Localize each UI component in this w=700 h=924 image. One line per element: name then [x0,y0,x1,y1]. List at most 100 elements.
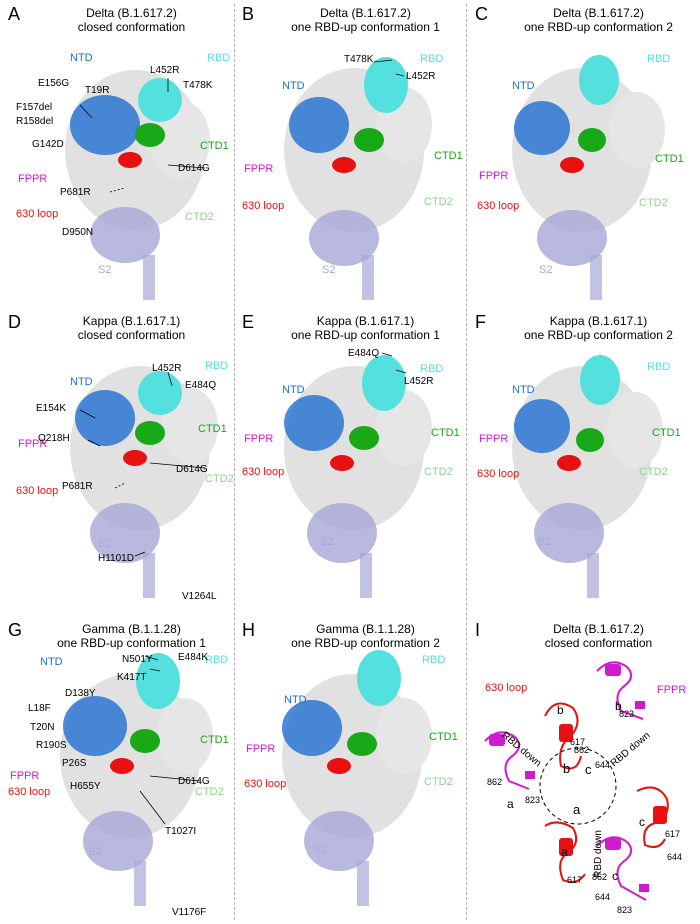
mutation-label: T478K [183,80,213,91]
panel-title: Gamma (B.1.1.28) one RBD-up conformation … [57,622,206,650]
panel-letter: H [242,620,255,640]
column-divider-left [234,4,235,920]
chain-label-center: a [573,802,581,817]
chain-label: b [615,699,622,713]
mutation-label: D614G [178,163,210,174]
label-ctd2: CTD2 [639,466,668,478]
label-630-loop: 630 loop [16,208,59,220]
label-rbd: RBD [207,52,231,64]
residue-number: 644 [667,852,683,862]
label-ntd: NTD [512,80,535,92]
fppr-630-loop-schematic [484,661,669,901]
mutation-label: P26S [62,758,87,769]
label-rbd: RBD [647,361,671,373]
mutation-label: E484K [178,652,209,663]
panel-i: I Delta (B.1.617.2) closed conformation 6… [467,616,700,924]
label-630-loop: 630 loop [244,778,287,790]
mutation-label: E156G [38,78,70,89]
label-s2: S2 [320,536,334,548]
label-s2: S2 [314,844,328,856]
panel-title: Kappa (B.1.617.1) one RBD-up conformation… [291,314,440,342]
mutation-label: L452R [152,363,182,374]
panel-letter: A [8,4,21,24]
label-fppr: FPPR [657,684,687,696]
label-630-loop: 630 loop [485,682,528,694]
label-rbd: RBD [422,654,446,666]
residue-number: 617 [567,875,583,885]
label-ctd1: CTD1 [652,427,681,439]
column-divider-right [466,4,467,920]
chain-label-center: c [585,762,592,777]
residue-number: 862 [574,745,590,755]
label-fppr: FPPR [18,173,48,185]
mutation-label: E484Q [348,348,380,359]
mutation-label: L452R [404,376,434,387]
mutation-label: L18F [28,703,51,714]
label-ntd: NTD [282,384,305,396]
chain-label-center: b [563,761,571,776]
residue-number: 862 [592,872,608,882]
mutation-label: D950N [62,227,94,238]
mutation-label: T478K [344,54,374,65]
label-630-loop: 630 loop [16,485,59,497]
label-rbd: RBD [420,363,444,375]
spike-structure-b [284,57,432,300]
mutation-label: H655Y [70,781,101,792]
label-s2: S2 [88,846,102,858]
mutation-label: E484Q [185,380,217,391]
label-s2: S2 [322,264,336,276]
mutation-label: L452R [150,65,180,76]
label-ctd1: CTD1 [655,153,684,165]
label-fppr: FPPR [244,433,274,445]
label-630-loop: 630 loop [477,468,520,480]
label-rbd: RBD [420,53,444,65]
label-ctd1: CTD1 [431,427,460,439]
mutation-label: D138Y [65,688,96,699]
panel-letter: F [475,312,486,332]
panel-title: Delta (B.1.617.2) one RBD-up conformation… [291,6,440,34]
panel-f: F Kappa (B.1.617.1) one RBD-up conformati… [467,308,700,616]
panel-letter: B [242,4,255,24]
label-s2: S2 [539,264,553,276]
spike-structure-h [282,650,432,906]
label-rbd: RBD [205,654,229,666]
panel-c: C Delta (B.1.617.2) one RBD-up conformati… [467,0,700,308]
residue-number: 862 [487,777,503,787]
residue-number: 617 [665,829,681,839]
chain-label: b [557,703,564,717]
residue-number: 617 [570,737,586,747]
label-ctd2: CTD2 [639,197,668,209]
mutation-label: T20N [30,722,55,733]
label-ctd1: CTD1 [200,140,229,152]
panel-d: D Kappa (B.1.617.1) closed conformation N… [0,308,234,616]
residue-number: 823 [525,795,541,805]
panel-title: Delta (B.1.617.2) one RBD-up conformation… [524,6,673,34]
panel-title: Gamma (B.1.1.28) one RBD-up conformation … [291,622,440,650]
mutation-label: D614G [178,776,210,787]
panel-letter: I [475,620,481,640]
label-s2: S2 [98,264,112,276]
panel-title: Delta (B.1.617.2) closed conformation [544,622,653,650]
spike-structure-e [284,352,432,598]
label-fppr: FPPR [10,770,40,782]
label-ctd1: CTD1 [429,731,458,743]
mutation-label: N501Y [122,654,153,665]
mutation-label: R158del [16,116,54,127]
panel-title: Kappa (B.1.617.1) closed conformation [77,314,186,342]
label-ctd2: CTD2 [424,776,453,788]
residue-number: 644 [595,760,611,770]
label-rbd: RBD [205,360,229,372]
spike-structure-d [70,366,218,598]
residue-number: 823 [619,709,635,719]
chain-label: c [612,869,618,883]
mutation-label: P681R [60,187,91,198]
label-s2: S2 [537,536,551,548]
label-ntd: NTD [512,384,535,396]
label-ntd: NTD [70,376,93,388]
panel-letter: E [242,312,255,332]
spike-structure-c [512,55,665,300]
mutation-label: Q218H [38,433,70,444]
label-ctd2: CTD2 [205,473,234,485]
label-fppr: FPPR [479,433,509,445]
label-s2: S2 [98,538,112,550]
